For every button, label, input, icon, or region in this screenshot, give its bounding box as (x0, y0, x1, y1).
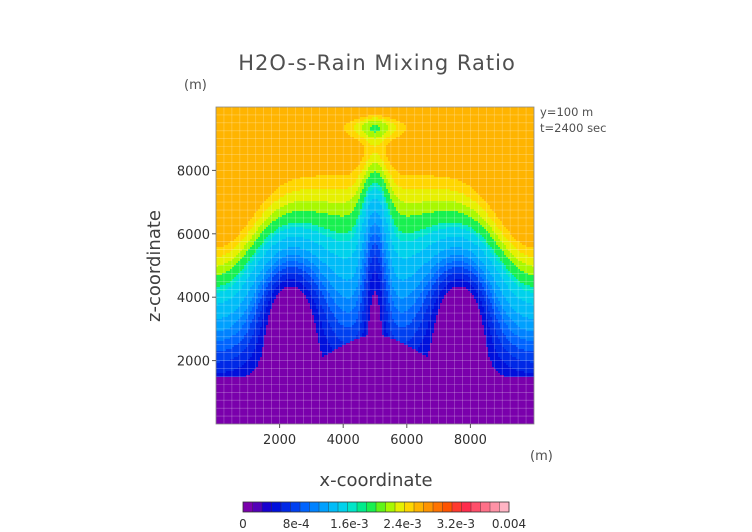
colorbar-swatch (414, 502, 424, 512)
colorbar-swatch (243, 502, 253, 512)
colorbar-swatch (499, 502, 510, 512)
colorbar-labels: 0 8e-4 1.6e-3 2.4e-3 3.2e-3 0.004 (239, 517, 526, 531)
colorbar-swatch (290, 502, 301, 512)
annotation-time: t=2400 sec (540, 121, 606, 135)
colorbar (242, 501, 510, 513)
x-tick-label: 2000 (263, 433, 296, 448)
colorbar-tick-label: 0 (239, 517, 247, 531)
colorbar-swatch (471, 502, 481, 512)
plot-frame (215, 106, 535, 425)
grid-lines (216, 107, 534, 424)
colorbar-swatch (490, 502, 500, 512)
colorbar-swatch (433, 502, 443, 512)
colorbar-swatch (395, 502, 405, 512)
x-tick-label: 6000 (390, 433, 423, 448)
colorbar-swatch (423, 502, 434, 512)
colorbar-swatch (271, 502, 282, 512)
colorbar-swatch (281, 502, 291, 512)
colorbar-tick-label: 0.004 (492, 517, 526, 531)
annotation-y: y=100 m (540, 105, 593, 119)
contour-level-13 (216, 107, 534, 247)
colorbar-swatch (338, 502, 348, 512)
colorbar-swatch (357, 502, 367, 512)
colorbar-swatch (252, 502, 263, 512)
x-tick-label: 8000 (454, 433, 487, 448)
x-tick-label: 4000 (327, 433, 360, 448)
chart-title: H2O-s-Rain Mixing Ratio (238, 51, 516, 75)
y-tick-label: 4000 (177, 291, 210, 306)
colorbar-swatch (376, 502, 386, 512)
colorbar-swatch (366, 502, 377, 512)
colorbar-swatch (300, 502, 310, 512)
colorbar-swatch (309, 502, 320, 512)
colorbar-swatch (452, 502, 462, 512)
colorbar-swatch (461, 502, 472, 512)
colorbar-swatch (319, 502, 329, 512)
colorbar-swatch (480, 502, 491, 512)
x-unit-label: (m) (530, 449, 553, 464)
colorbar-swatch (385, 502, 396, 512)
colorbar-tick-label: 8e-4 (283, 517, 310, 531)
colorbar-swatch (442, 502, 453, 512)
y-unit-label: (m) (184, 78, 207, 93)
colorbar-tick-label: 2.4e-3 (383, 517, 421, 531)
colorbar-swatch (328, 502, 339, 512)
colorbar-tick-label: 1.6e-3 (330, 517, 368, 531)
y-axis-label: z-coordinate (144, 210, 165, 322)
x-axis: 2000 4000 6000 8000 (263, 424, 487, 448)
colorbar-swatch (262, 502, 272, 512)
contour-fills (216, 107, 534, 377)
y-tick-label: 8000 (177, 164, 210, 179)
colorbar-frame (242, 501, 510, 513)
y-tick-label: 6000 (177, 228, 210, 243)
colorbar-tick-label: 3.2e-3 (437, 517, 475, 531)
colorbar-swatch (404, 502, 415, 512)
colorbar-swatch (347, 502, 358, 512)
y-tick-label: 2000 (177, 355, 210, 370)
x-axis-label: x-coordinate (319, 470, 432, 491)
y-axis: 2000 4000 6000 8000 (177, 164, 216, 370)
plot-area (216, 107, 534, 424)
